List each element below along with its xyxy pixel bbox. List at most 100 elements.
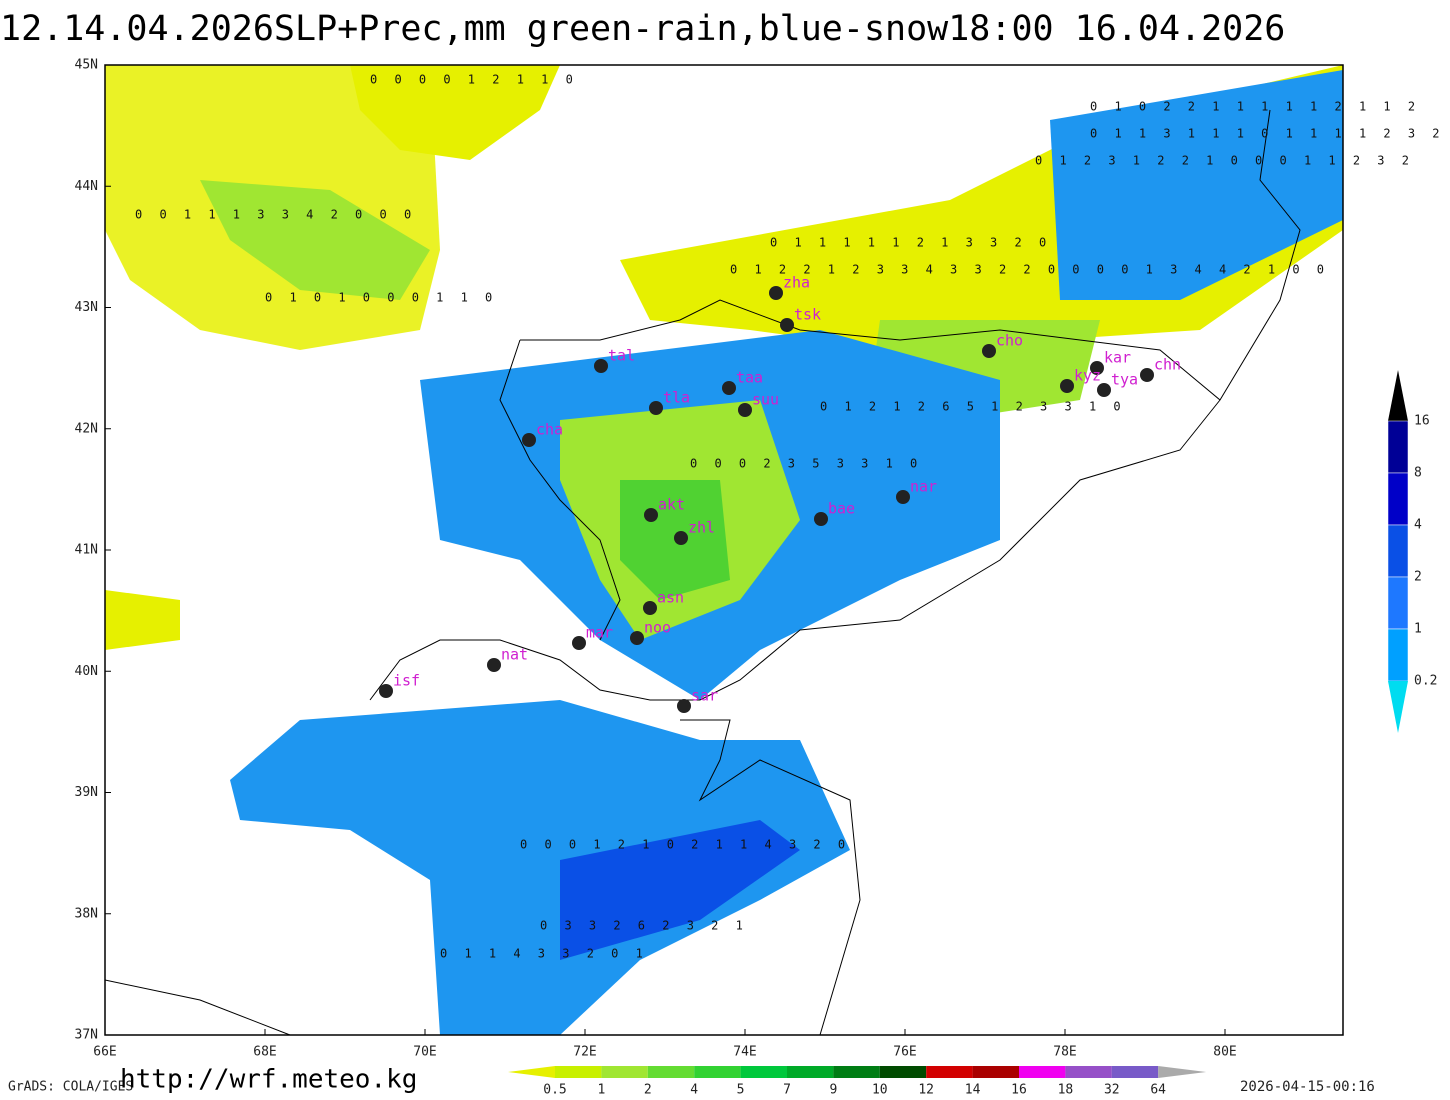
- colorbar-box: [1387, 472, 1409, 526]
- colorbar-label: 16: [1011, 1083, 1027, 1098]
- colorbar-box: [926, 1066, 973, 1078]
- colorbar-label: 9: [829, 1083, 837, 1098]
- colorbar-box: [787, 1066, 834, 1078]
- grid-number: 0 1 0 2 2 1 1 1 1 1 2 1 1 2: [1090, 100, 1420, 114]
- grid-number: 0 0 1 1 1 3 3 4 2 0 0 0: [135, 208, 416, 222]
- colorbar-label: 1: [597, 1083, 605, 1098]
- colorbar-box: [1387, 628, 1409, 682]
- station-dot: [722, 381, 736, 395]
- footer-date: 2026-04-15-00:16: [1240, 1079, 1375, 1095]
- precip-areas: [105, 65, 1343, 1035]
- lat-label: 38N: [75, 906, 98, 921]
- grid-number: 0 1 1 4 3 3 2 0 1: [440, 947, 648, 961]
- lat-label: 40N: [75, 664, 98, 679]
- station-label: tla: [663, 389, 690, 407]
- colorbar-box: [1387, 524, 1409, 578]
- colorbar-box: [740, 1066, 787, 1078]
- colorbar-box: [647, 1066, 695, 1078]
- colorbar-box: [1019, 1066, 1066, 1078]
- station-dot: [814, 512, 828, 526]
- grid-number: 0 1 2 1 2 6 5 1 2 3 3 1 0: [820, 400, 1126, 414]
- colorbar-label: 2: [644, 1083, 652, 1098]
- lat-label: 37N: [75, 1028, 98, 1043]
- colorbar-label: 4: [1414, 518, 1422, 533]
- lon-label: 68E: [253, 1045, 276, 1060]
- station-dot: [379, 684, 393, 698]
- colorbar-box: [1065, 1066, 1112, 1078]
- colorbar-label: 7: [783, 1083, 791, 1098]
- station-label: noo: [644, 619, 671, 637]
- station-label: tya: [1111, 371, 1138, 389]
- lon-label: 74E: [733, 1045, 756, 1060]
- colorbar-box: [1387, 576, 1409, 630]
- station-dot: [1060, 379, 1074, 393]
- station-dot: [572, 636, 586, 650]
- grid-number: 0 0 0 0 1 2 1 1 0: [370, 73, 578, 87]
- colorbar-label: 0.2: [1414, 674, 1437, 689]
- colorbar-cap: [1388, 681, 1408, 733]
- station-label: nar: [910, 478, 937, 496]
- colorbar-label: 2: [1414, 570, 1422, 585]
- colorbar-label: 18: [1058, 1083, 1074, 1098]
- station-dot: [522, 433, 536, 447]
- grid-number: 0 1 2 3 1 2 2 1 0 0 0 1 1 2 3 2: [1035, 154, 1414, 168]
- lat-label: 44N: [75, 179, 98, 194]
- lon-label: 72E: [573, 1045, 596, 1060]
- colorbar-box: [601, 1066, 648, 1078]
- colorbar-box: [879, 1066, 927, 1078]
- station-dot: [769, 286, 783, 300]
- lat-label: 42N: [75, 421, 98, 436]
- grid-number: 0 0 0 1 2 1 0 2 1 1 4 3 2 0: [520, 838, 850, 852]
- station-label: mar: [586, 624, 613, 642]
- station-label: akt: [658, 496, 685, 514]
- colorbar-label: 12: [918, 1083, 934, 1098]
- station-dot: [643, 601, 657, 615]
- station-label: bae: [828, 500, 855, 518]
- station-label: cho: [996, 332, 1023, 350]
- station-dot: [674, 531, 688, 545]
- station-label: kyz: [1074, 367, 1101, 385]
- station-dot: [738, 403, 752, 417]
- colorbar-label: 1: [1414, 622, 1422, 637]
- colorbar-box: [833, 1066, 880, 1078]
- colorbar-cap: [508, 1066, 555, 1078]
- station-label: kar: [1104, 349, 1131, 367]
- station-label: tsk: [794, 306, 821, 324]
- station-label: cha: [536, 421, 563, 439]
- colorbar-label: 4: [690, 1083, 698, 1098]
- station-dot: [594, 359, 608, 373]
- station-label: asn: [657, 589, 684, 607]
- station-dot: [1097, 383, 1111, 397]
- station-label: chn: [1154, 356, 1181, 374]
- footer-url: http://wrf.meteo.kg: [120, 1065, 417, 1095]
- station-dot: [780, 318, 794, 332]
- station-label: zhl: [688, 519, 715, 537]
- station-label: suu: [752, 391, 779, 409]
- lon-label: 70E: [413, 1045, 436, 1060]
- station-label: nat: [501, 646, 528, 664]
- colorbar-box: [1111, 1066, 1159, 1078]
- station-dot: [630, 631, 644, 645]
- station-dot: [644, 508, 658, 522]
- station-dot: [487, 658, 501, 672]
- lon-label: 66E: [93, 1045, 116, 1060]
- colorbar-box: [1387, 420, 1409, 474]
- colorbar-label: 64: [1150, 1083, 1166, 1098]
- station-dot: [982, 344, 996, 358]
- station-label: tal: [608, 347, 635, 365]
- footer-credit: GrADS: COLA/IGES: [8, 1080, 133, 1095]
- title: 12.14.04.2026SLP+Prec,mm green-rain,blue…: [0, 9, 1285, 49]
- borders: [104, 109, 1301, 1036]
- station-label: zha: [783, 274, 810, 292]
- station-dot: [896, 490, 910, 504]
- lat-label: 43N: [75, 300, 98, 315]
- colorbar-label: 0.5: [543, 1083, 566, 1098]
- lat-label: 41N: [75, 543, 98, 558]
- grid-number: 0 1 2 2 1 2 3 3 4 3 3 2 2 0 0 0 0 1 3 4 …: [730, 263, 1329, 277]
- grid-number: 0 0 0 2 3 5 3 3 1 0: [690, 457, 922, 471]
- colorbar-label: 5: [737, 1083, 745, 1098]
- colorbar-cap: [1388, 370, 1408, 421]
- station-dot: [677, 699, 691, 713]
- lon-label: 80E: [1213, 1045, 1236, 1060]
